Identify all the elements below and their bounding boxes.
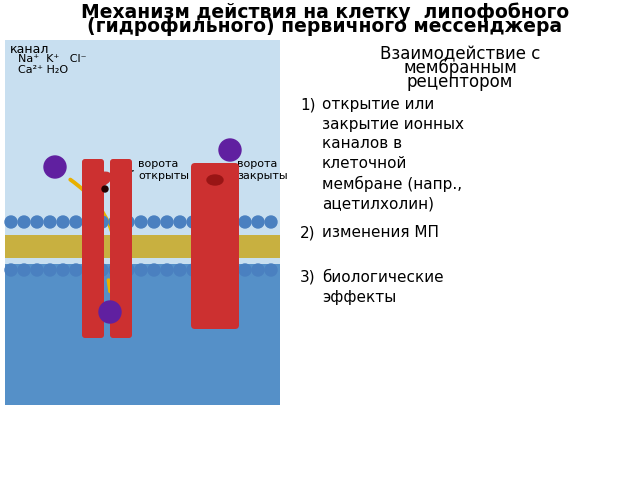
Circle shape (83, 216, 95, 228)
Circle shape (83, 264, 95, 276)
Circle shape (161, 264, 173, 276)
FancyBboxPatch shape (5, 40, 280, 405)
Text: рецептором: рецептором (407, 73, 513, 91)
FancyBboxPatch shape (5, 264, 280, 405)
Text: биологические
эффекты: биологические эффекты (322, 270, 444, 305)
Circle shape (174, 216, 186, 228)
Circle shape (219, 139, 241, 161)
Circle shape (5, 216, 17, 228)
Circle shape (148, 216, 160, 228)
Text: 2): 2) (300, 225, 316, 240)
Text: мембранным: мембранным (403, 59, 517, 77)
Circle shape (99, 301, 121, 323)
Circle shape (226, 216, 238, 228)
Circle shape (18, 264, 30, 276)
Circle shape (187, 264, 199, 276)
Circle shape (5, 264, 17, 276)
Text: Механизм действия на клетку  липофобного: Механизм действия на клетку липофобного (81, 2, 569, 22)
Circle shape (135, 216, 147, 228)
Circle shape (200, 216, 212, 228)
Text: ворота
закрыты: ворота закрыты (237, 159, 287, 181)
Circle shape (18, 216, 30, 228)
Text: Na⁺  K⁺   Cl⁻: Na⁺ K⁺ Cl⁻ (18, 54, 86, 64)
Circle shape (122, 264, 134, 276)
Circle shape (226, 264, 238, 276)
Circle shape (135, 264, 147, 276)
FancyBboxPatch shape (191, 163, 239, 329)
Circle shape (70, 264, 82, 276)
Text: ворота
открыты: ворота открыты (138, 159, 189, 181)
FancyBboxPatch shape (82, 159, 104, 338)
Circle shape (174, 264, 186, 276)
Text: 1): 1) (300, 97, 316, 112)
Circle shape (31, 216, 43, 228)
Circle shape (96, 264, 108, 276)
Circle shape (161, 216, 173, 228)
Text: (гидрофильного) первичного мессенджера: (гидрофильного) первичного мессенджера (88, 17, 563, 36)
Circle shape (148, 264, 160, 276)
Circle shape (213, 264, 225, 276)
Text: изменения МП: изменения МП (322, 225, 439, 240)
FancyBboxPatch shape (5, 235, 280, 248)
Circle shape (213, 216, 225, 228)
Circle shape (252, 216, 264, 228)
Circle shape (265, 264, 277, 276)
Circle shape (102, 186, 108, 192)
Circle shape (239, 264, 251, 276)
Circle shape (44, 216, 56, 228)
Circle shape (200, 264, 212, 276)
Text: 3): 3) (300, 270, 316, 285)
Circle shape (57, 216, 69, 228)
Circle shape (31, 264, 43, 276)
Circle shape (109, 216, 121, 228)
Text: Взаимодействие с: Взаимодействие с (380, 45, 540, 63)
Text: Ca²⁺ H₂O: Ca²⁺ H₂O (18, 65, 68, 75)
Text: канал: канал (10, 43, 49, 56)
Ellipse shape (89, 172, 111, 188)
Circle shape (44, 264, 56, 276)
Text: открытие или
закрытие ионных
каналов в
клеточной
мембране (напр.,
ацетилхолин): открытие или закрытие ионных каналов в к… (322, 97, 464, 211)
Circle shape (265, 216, 277, 228)
Circle shape (252, 264, 264, 276)
FancyBboxPatch shape (110, 159, 132, 338)
Circle shape (57, 264, 69, 276)
Circle shape (96, 216, 108, 228)
Circle shape (122, 216, 134, 228)
FancyBboxPatch shape (5, 245, 280, 258)
Circle shape (187, 216, 199, 228)
Circle shape (239, 216, 251, 228)
Circle shape (44, 156, 66, 178)
Circle shape (109, 264, 121, 276)
Circle shape (70, 216, 82, 228)
Ellipse shape (207, 175, 223, 185)
